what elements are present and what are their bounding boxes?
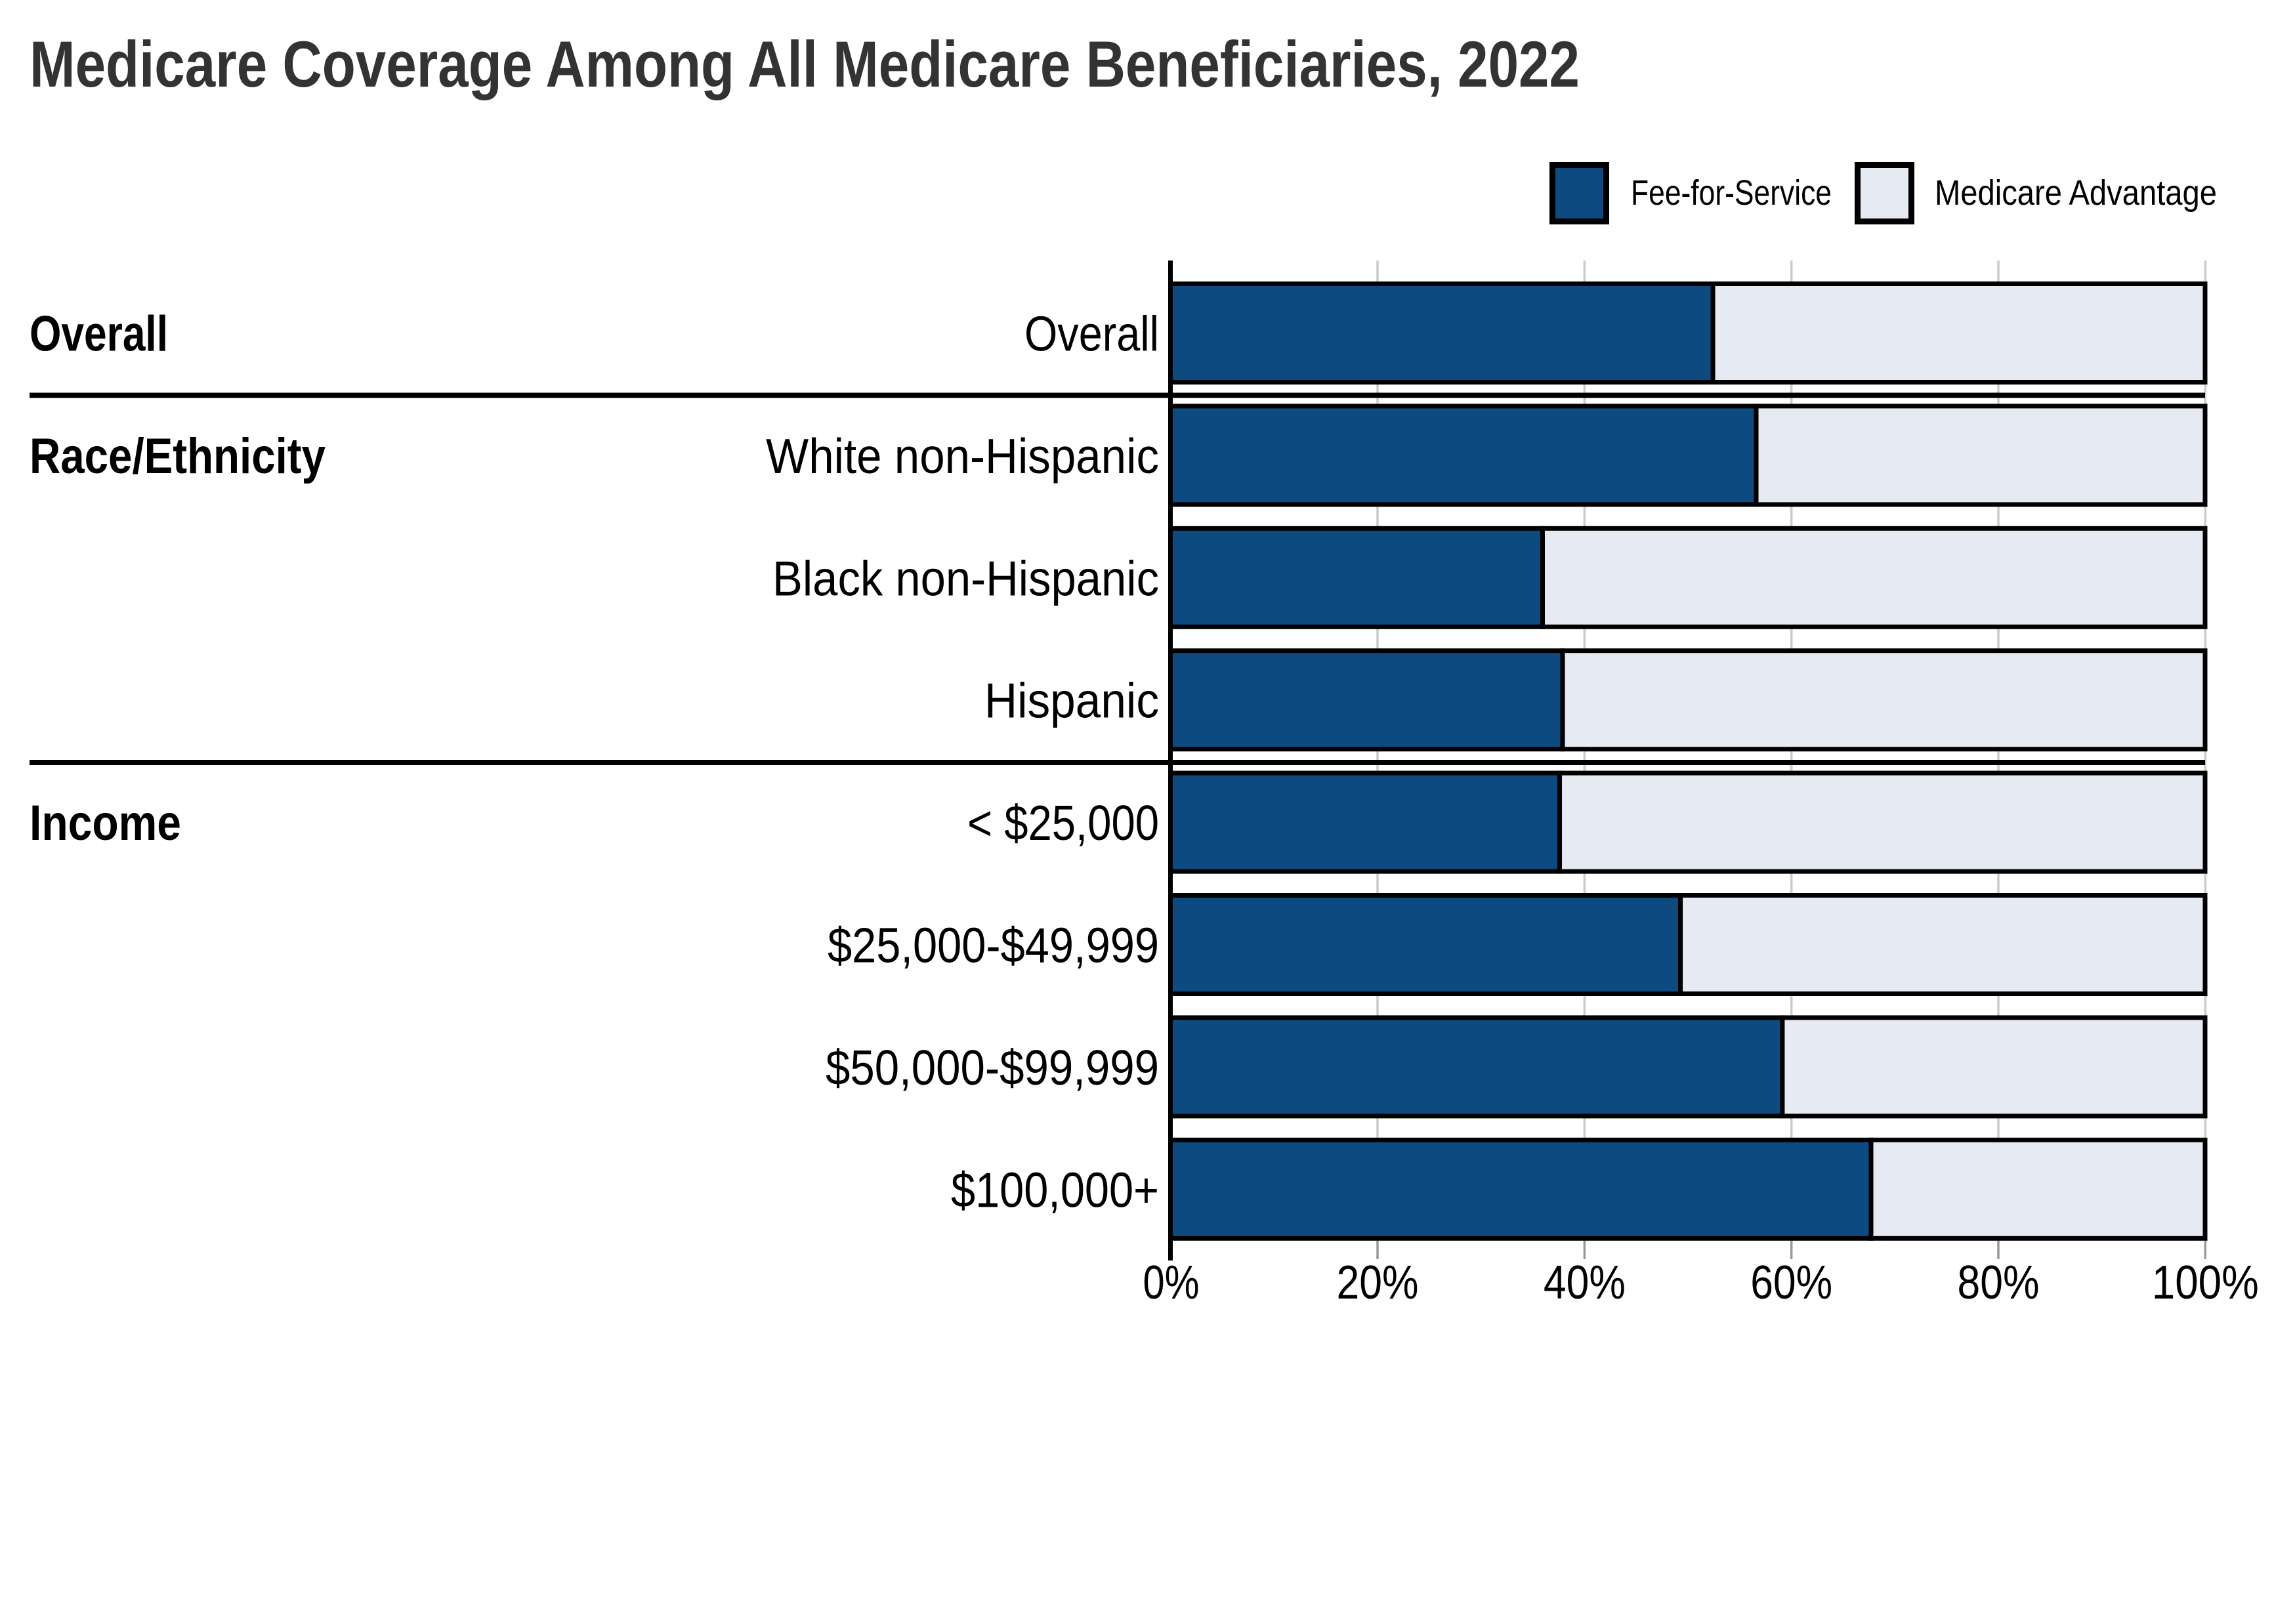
svg-text:$25,000-$49,999: $25,000-$49,999: [828, 918, 1159, 973]
svg-text:20%: 20%: [1337, 1257, 1419, 1309]
svg-text:0%: 0%: [1143, 1257, 1200, 1309]
svg-text:Race/Ethnicity: Race/Ethnicity: [30, 428, 326, 484]
svg-text:80%: 80%: [1958, 1257, 2040, 1309]
svg-text:Medicare Coverage Among All Me: Medicare Coverage Among All Medicare Ben…: [30, 28, 1580, 100]
svg-text:100%: 100%: [2152, 1257, 2259, 1309]
svg-text:Medicare Advantage: Medicare Advantage: [1935, 173, 2217, 213]
svg-text:Black non-Hispanic: Black non-Hispanic: [772, 551, 1159, 606]
svg-text:$100,000+: $100,000+: [951, 1162, 1159, 1217]
svg-text:< $25,000: < $25,000: [967, 795, 1159, 850]
svg-text:$50,000-$99,999: $50,000-$99,999: [826, 1040, 1159, 1095]
svg-text:Income: Income: [30, 795, 181, 851]
svg-text:40%: 40%: [1544, 1257, 1626, 1309]
svg-text:Overall: Overall: [1024, 306, 1159, 362]
svg-text:White non-Hispanic: White non-Hispanic: [766, 428, 1159, 484]
svg-text:Fee-for-Service: Fee-for-Service: [1631, 173, 1832, 213]
svg-text:Overall: Overall: [30, 306, 168, 362]
svg-text:Hispanic: Hispanic: [984, 673, 1159, 728]
svg-text:60%: 60%: [1750, 1257, 1832, 1309]
